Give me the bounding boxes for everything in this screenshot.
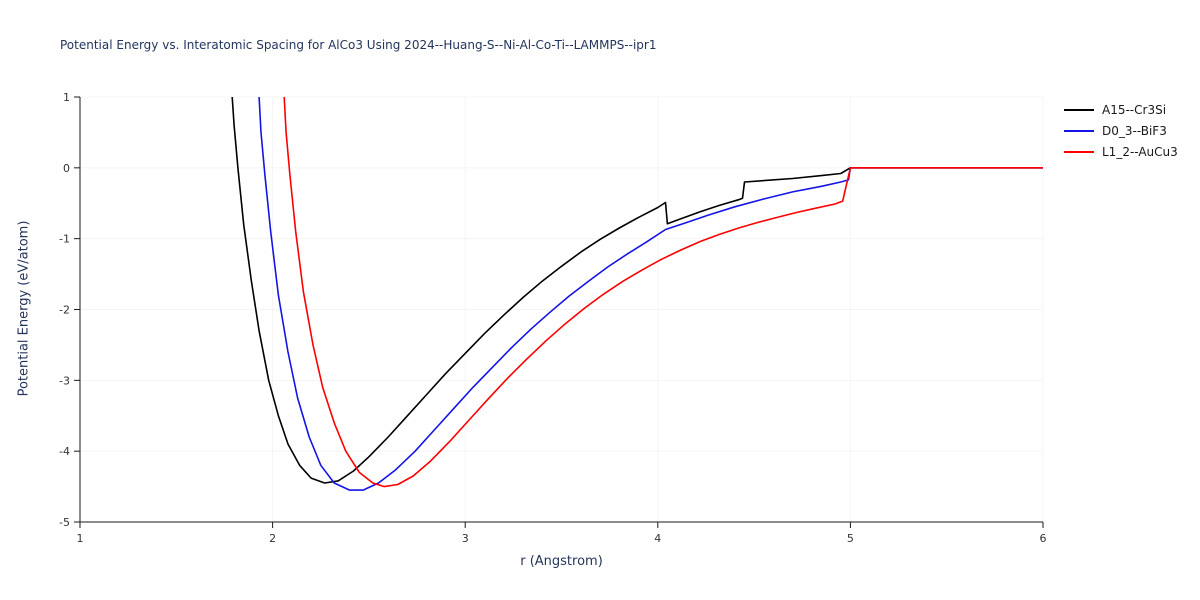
y-tick-label: -5 xyxy=(59,516,70,529)
legend-entry: D0_3--BiF3 xyxy=(1064,124,1178,138)
y-tick-label: -1 xyxy=(59,233,70,246)
legend-entry-label: D0_3--BiF3 xyxy=(1102,124,1167,138)
x-axis-label: r (Angstrom) xyxy=(520,554,603,569)
x-tick-label: 5 xyxy=(847,532,854,545)
x-tick-label: 3 xyxy=(462,532,469,545)
x-tick-label: 2 xyxy=(269,532,276,545)
series-line-L1_2--AuCu3 xyxy=(283,96,1043,488)
x-tick-label: 1 xyxy=(77,532,84,545)
y-tick-label: -4 xyxy=(59,445,70,458)
legend: A15--Cr3Si D0_3--BiF3 L1_2--AuCu3 xyxy=(1064,103,1178,159)
y-tick-label: -3 xyxy=(59,374,70,387)
legend-line-swatch xyxy=(1064,130,1094,132)
y-tick-label: -2 xyxy=(59,304,70,317)
y-tick-label: 0 xyxy=(63,162,70,175)
series-line-A15--Cr3Si xyxy=(231,96,1043,484)
chart-title: Potential Energy vs. Interatomic Spacing… xyxy=(60,38,657,52)
legend-line-swatch xyxy=(1064,109,1094,111)
y-tick-label: 1 xyxy=(63,91,70,104)
legend-line-swatch xyxy=(1064,151,1094,153)
legend-entry: A15--Cr3Si xyxy=(1064,103,1178,117)
legend-entry: L1_2--AuCu3 xyxy=(1064,145,1178,159)
legend-entry-label: A15--Cr3Si xyxy=(1102,103,1167,117)
legend-entry-label: L1_2--AuCu3 xyxy=(1102,145,1178,159)
x-tick-label: 4 xyxy=(654,532,661,545)
y-axis-label: Potential Energy (eV/atom) xyxy=(16,220,32,397)
x-tick-label: 6 xyxy=(1040,532,1047,545)
series-line-D0_3--BiF3 xyxy=(258,96,1043,491)
